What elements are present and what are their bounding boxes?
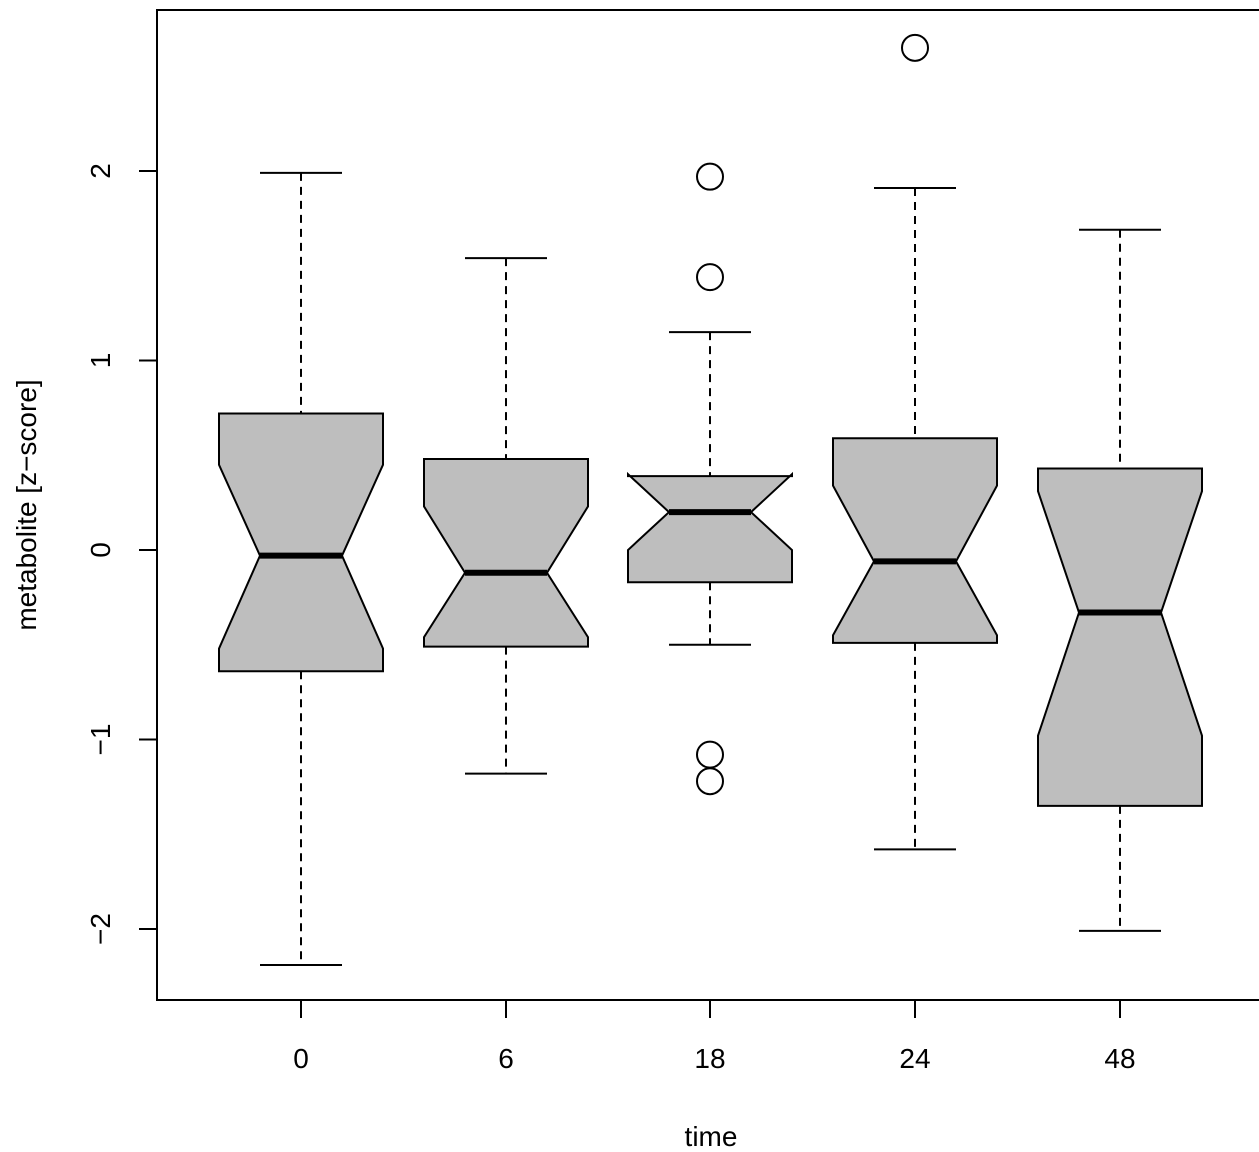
outlier-point [696, 767, 724, 796]
box-group-24 [832, 33, 998, 851]
box [423, 458, 589, 648]
boxes-layer [218, 33, 1203, 967]
x-tick-label: 18 [694, 1043, 725, 1074]
x-tick-label: 6 [498, 1043, 514, 1074]
box [627, 471, 793, 584]
y-tick-label: 0 [85, 542, 116, 558]
x-tick-label: 0 [293, 1043, 309, 1074]
box [832, 437, 998, 644]
box-group-6 [423, 257, 589, 775]
x-axis: 0 6 18 24 48 [293, 999, 1136, 1074]
y-tick-label: −2 [85, 913, 116, 945]
box-group-48 [1037, 228, 1203, 932]
y-axis-label: metabolite [z−score] [11, 379, 42, 630]
box-group-0 [218, 171, 384, 967]
x-tick-label: 24 [899, 1043, 930, 1074]
box [218, 412, 384, 673]
box [1037, 467, 1203, 807]
outlier-point [696, 740, 724, 769]
outlier-point [901, 33, 929, 62]
y-tick-label: 2 [85, 163, 116, 179]
y-axis: −2 −1 0 1 2 [85, 163, 158, 945]
outlier-point [696, 263, 724, 292]
outlier-point [696, 162, 724, 191]
x-axis-label: time [685, 1121, 738, 1152]
box-group-18 [627, 162, 793, 796]
x-tick-label: 48 [1104, 1043, 1135, 1074]
y-tick-label: 1 [85, 353, 116, 369]
y-tick-label: −1 [85, 724, 116, 756]
